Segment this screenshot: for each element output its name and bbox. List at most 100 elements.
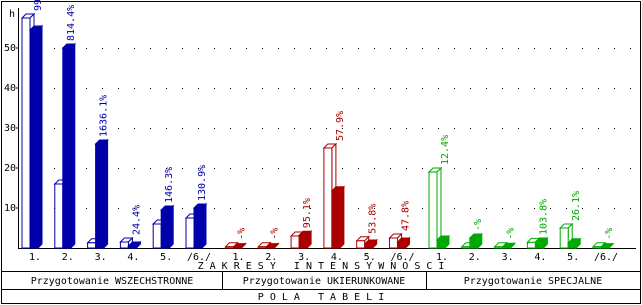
value-label: 24.4% <box>131 205 142 235</box>
filled-bar <box>94 138 109 250</box>
bar-face <box>494 246 504 249</box>
value-label: 47.8% <box>401 201 412 231</box>
x-tick-label: 3. <box>502 252 514 263</box>
x-tick-label: 1. <box>436 252 448 263</box>
y-tick-label: 10 <box>4 203 16 214</box>
value-label: -% <box>506 228 517 240</box>
bar-face <box>119 241 129 249</box>
x-tick-label: 5. <box>364 252 376 263</box>
bar-face <box>534 241 544 249</box>
footer: P O L A T A B E L I <box>258 292 384 303</box>
bar-face <box>526 241 536 249</box>
value-label: 26.1% <box>571 191 582 221</box>
x-tick-label: 4. <box>534 252 546 263</box>
bar-face <box>461 246 471 249</box>
x-tick-label: 4. <box>331 252 343 263</box>
bar-face <box>364 243 374 249</box>
value-label: 1636.1% <box>99 95 110 137</box>
group-label: Przygotowanie SPECJALNE <box>464 276 602 287</box>
filled-bar <box>192 202 208 250</box>
bar-face <box>193 207 203 249</box>
bar-face <box>323 147 333 249</box>
bar-face <box>21 17 31 249</box>
bar-face <box>201 202 207 250</box>
bar-face <box>127 245 137 249</box>
bar-face <box>502 246 512 249</box>
x-tick-label: 4. <box>127 252 139 263</box>
y-tick-label: 30 <box>4 123 16 134</box>
x-tick-label: 1. <box>29 252 41 263</box>
value-label: -% <box>473 219 484 231</box>
filled-bar <box>599 242 615 250</box>
filled-bar <box>396 236 411 250</box>
value-label: -% <box>269 228 280 240</box>
bar-face <box>331 190 341 249</box>
x-tick-label: 1. <box>232 252 244 263</box>
bar-face <box>469 237 479 249</box>
bar-face <box>592 246 602 249</box>
bar-face <box>87 242 97 249</box>
bar-face <box>567 242 577 249</box>
bar-face <box>29 29 39 249</box>
x-tick-label: 2. <box>62 252 74 263</box>
x-tick-label: /6./ <box>594 252 618 263</box>
bar-face <box>37 24 43 250</box>
bar-face <box>62 47 72 249</box>
bar-face <box>290 235 300 249</box>
filled-bar <box>297 229 313 250</box>
value-label: -% <box>604 228 615 240</box>
filled-bar <box>28 24 44 250</box>
x-tick-label: 3. <box>298 252 310 263</box>
x-tick-label: 2. <box>265 252 277 263</box>
bar-face <box>168 204 174 250</box>
bar-face <box>54 183 64 249</box>
y-label: h <box>9 9 15 20</box>
value-label: 146.3% <box>164 167 175 203</box>
value-label: 99.7% <box>33 0 44 11</box>
value-label: 130.9% <box>197 165 208 201</box>
filled-bar <box>330 185 346 250</box>
x-tick-label: /6./ <box>187 252 211 263</box>
bar-face <box>185 217 195 249</box>
bar-face <box>225 246 234 249</box>
y-tick-label: 40 <box>4 83 16 94</box>
x-tick-label: 3. <box>95 252 107 263</box>
x-tick-label: 2. <box>469 252 481 263</box>
bar-face <box>389 237 398 249</box>
x-tick-label: 5. <box>567 252 579 263</box>
value-label: 12.4% <box>440 135 451 165</box>
group-label: Przygotowanie UKIERUNKOWANE <box>243 276 406 287</box>
value-label: 814.4% <box>66 5 77 41</box>
filled-bar <box>232 242 247 250</box>
value-label: 53.8% <box>368 204 379 234</box>
bar-face <box>70 42 76 250</box>
bar-face <box>436 239 446 249</box>
bar-face <box>298 234 308 249</box>
x-tick-label: 5. <box>160 252 172 263</box>
bar-face <box>152 223 162 249</box>
value-label: 95.1% <box>302 198 313 228</box>
filled-bar <box>435 234 451 250</box>
filled-bar <box>159 204 175 250</box>
bar-face <box>339 185 345 250</box>
bar-face <box>95 143 105 249</box>
filled-bar <box>566 237 582 250</box>
group-label: Przygotowanie WSZECHSTRONNE <box>31 276 194 287</box>
bar-face <box>559 227 569 249</box>
y-tick-label: 20 <box>4 163 16 174</box>
filled-bar <box>468 232 484 250</box>
bar-face <box>257 246 267 249</box>
filled-bar <box>363 238 378 250</box>
bar-face <box>397 241 406 249</box>
y-tick-label: 50 <box>4 43 16 54</box>
bar-face <box>356 240 366 249</box>
filled-bar <box>61 42 77 250</box>
value-label: 57.9% <box>335 111 346 141</box>
value-label: -% <box>237 228 248 240</box>
filled-bar <box>127 240 142 250</box>
bar-face <box>103 138 109 250</box>
x-label: Z A K R E S Y I N T E N S Y W N O S C I <box>198 261 445 272</box>
value-label: 103.8% <box>538 199 549 235</box>
